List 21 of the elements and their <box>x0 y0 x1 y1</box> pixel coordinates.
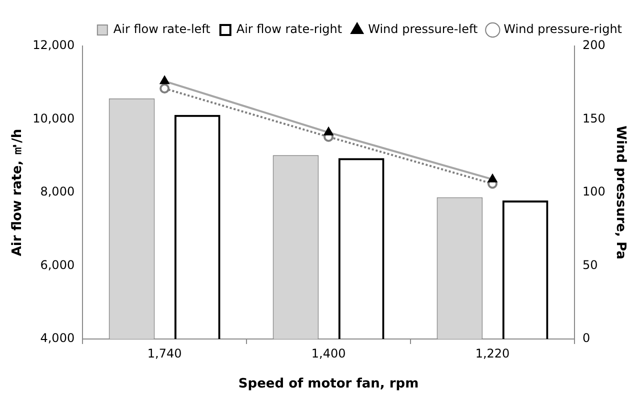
x-axis-title: Speed of motor fan, rpm <box>238 376 419 392</box>
legend-label: Wind pressure-left <box>368 22 478 36</box>
y-tick-label: 8,000 <box>40 184 75 199</box>
y-tick-label: 4,000 <box>40 331 75 346</box>
y2-axis-title: Wind pressure, Pa <box>612 126 628 260</box>
y2-tick-label: 50 <box>582 258 598 272</box>
x-tick-label: 1,740 <box>147 346 182 360</box>
legend-label: Air flow rate-right <box>236 22 342 36</box>
y-tick-label: 6,000 <box>40 258 75 272</box>
x-tick-label: 1,220 <box>475 346 510 360</box>
y-tick-label: 12,000 <box>32 38 75 52</box>
y-tick-label: 10,000 <box>32 111 75 126</box>
legend-label: Air flow rate-left <box>113 22 211 36</box>
point <box>160 83 170 94</box>
y2-tick-label: 100 <box>582 184 606 199</box>
y-axis-title: Air flow rate, ㎥/h <box>10 128 26 256</box>
y2-tick-label: 200 <box>582 38 606 52</box>
legend-label: Wind pressure-right <box>504 22 622 36</box>
x-tick-label: 1,400 <box>311 346 346 360</box>
y2-tick-label: 0 <box>582 331 590 346</box>
y2-tick-label: 150 <box>582 111 606 126</box>
